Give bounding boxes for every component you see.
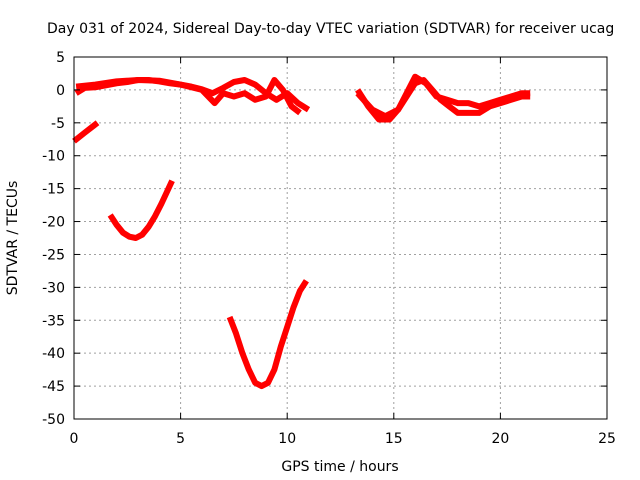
- chart-title: Day 031 of 2024, Sidereal Day-to-day VTE…: [47, 21, 614, 37]
- y-tick-label: -10: [42, 149, 65, 165]
- series-layer: [72, 73, 531, 390]
- y-tick-label: -20: [42, 215, 65, 231]
- y-tick-label: -30: [42, 280, 65, 296]
- y-axis-label: SDTVAR / TECUs: [5, 181, 21, 296]
- x-tick-label: 10: [278, 431, 296, 447]
- series-line-4: [226, 279, 309, 390]
- x-tick-label: 25: [598, 431, 616, 447]
- x-tick-label: 0: [70, 431, 79, 447]
- x-axis-label: GPS time / hours: [281, 459, 398, 475]
- x-tick-label: 20: [491, 431, 509, 447]
- series-line-1: [75, 77, 302, 116]
- y-tick-label: -40: [42, 346, 65, 362]
- y-tick-label: -5: [51, 116, 65, 132]
- plot-frame: [73, 56, 608, 420]
- axis-layer: 0 5 10 15 20 25 5 0 -5 -10 -15 -20 -25 -30 -35 -40 -45 -5…: [42, 50, 616, 447]
- series-line-6: [355, 73, 531, 120]
- y-tick-label: -15: [42, 182, 65, 198]
- y-tick-label: -35: [42, 313, 65, 329]
- y-tick-label: 0: [56, 83, 65, 99]
- y-tick-label: -50: [42, 412, 65, 428]
- y-tick-label: 5: [56, 50, 65, 66]
- x-tick-label: 15: [385, 431, 403, 447]
- series-line-3: [107, 179, 175, 241]
- series-line-2: [72, 120, 100, 144]
- y-tick-label: -25: [42, 247, 65, 263]
- y-tick-label: -45: [42, 379, 65, 395]
- x-tick-label: 5: [176, 431, 185, 447]
